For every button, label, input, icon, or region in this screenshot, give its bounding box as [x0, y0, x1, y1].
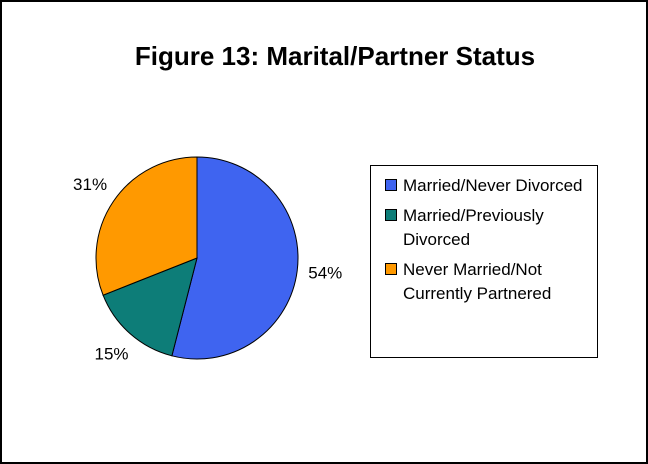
legend-item: Married/Never Divorced — [385, 174, 593, 198]
legend-item: Never Married/Not Currently Partnered — [385, 258, 593, 306]
data-label: 15% — [94, 344, 128, 363]
legend-swatch — [385, 209, 397, 221]
legend-label: Married/Previously Divorced — [403, 206, 544, 249]
legend-item: Married/Previously Divorced — [385, 204, 593, 252]
legend-label: Married/Never Divorced — [403, 176, 583, 195]
pie-slice — [95, 156, 198, 296]
legend-swatch — [385, 179, 397, 191]
legend-label: Never Married/Not Currently Partnered — [403, 260, 552, 303]
chart-title: Figure 13: Marital/Partner Status — [135, 41, 535, 71]
legend: Married/Never Divorced Married/Previously… — [370, 165, 598, 358]
legend-swatch — [385, 263, 397, 275]
pie-slice — [171, 156, 299, 360]
data-label: 54% — [308, 264, 342, 283]
pie-slice — [102, 257, 198, 357]
data-label: 31% — [73, 175, 107, 194]
